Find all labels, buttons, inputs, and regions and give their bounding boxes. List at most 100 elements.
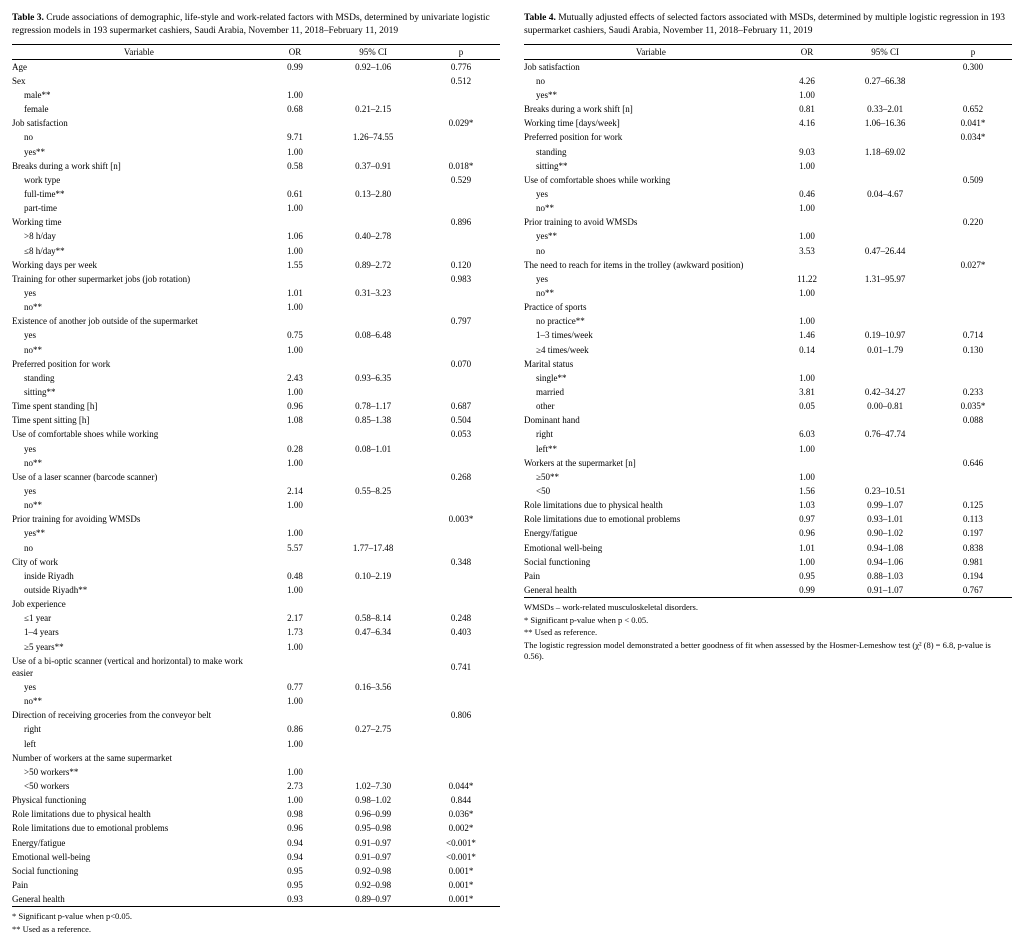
cell-or: 9.71 [266, 130, 325, 144]
footnote: WMSDs – work-related musculoskeletal dis… [524, 602, 1012, 613]
cell-or: 1.01 [778, 541, 837, 555]
cell-ci [836, 442, 934, 456]
cell-p [934, 314, 1012, 328]
cell-p: 0.300 [934, 59, 1012, 74]
cell-or: 1.00 [778, 286, 837, 300]
table-row: standing9.031.18–69.02 [524, 145, 1012, 159]
cell-variable: female [12, 102, 266, 116]
cell-p [422, 145, 500, 159]
cell-p [422, 498, 500, 512]
table-row: Preferred position for work0.070 [12, 357, 500, 371]
footnote: * Significant p-value when p<0.05. [12, 911, 500, 922]
cell-ci [324, 116, 422, 130]
cell-or: 1.46 [778, 328, 837, 342]
table4-footnotes: WMSDs – work-related musculoskeletal dis… [524, 602, 1012, 662]
cell-or: 1.00 [266, 201, 325, 215]
cell-p [422, 201, 500, 215]
cell-ci [324, 708, 422, 722]
cell-ci [324, 694, 422, 708]
cell-or: 2.14 [266, 484, 325, 498]
cell-ci: 0.92–0.98 [324, 878, 422, 892]
table-row: ≥4 times/week0.140.01–1.790.130 [524, 343, 1012, 357]
table-row: Physical functioning1.000.98–1.020.844 [12, 793, 500, 807]
table-row: Energy/fatigue0.940.91–0.97<0.001* [12, 836, 500, 850]
cell-ci: 0.94–1.06 [836, 555, 934, 569]
cell-or [266, 555, 325, 569]
cell-variable: Use of comfortable shoes while working [12, 427, 266, 441]
cell-or: 1.73 [266, 625, 325, 639]
cell-p: 0.529 [422, 173, 500, 187]
table4-caption-text: Mutually adjusted effects of selected fa… [524, 13, 1005, 36]
table4-number: Table 4. [524, 13, 556, 23]
cell-variable: Pain [524, 569, 778, 583]
cell-p: 0.001* [422, 864, 500, 878]
cell-variable: no** [12, 300, 266, 314]
cell-ci [324, 74, 422, 88]
cell-or: 1.00 [266, 694, 325, 708]
cell-ci: 1.31–95.97 [836, 272, 934, 286]
cell-variable: Energy/fatigue [524, 526, 778, 540]
table-row: 1–4 years1.730.47–6.340.403 [12, 625, 500, 639]
cell-p: <0.001* [422, 850, 500, 864]
cell-variable: standing [12, 371, 266, 385]
cell-p: 0.838 [934, 541, 1012, 555]
cell-variable: Energy/fatigue [12, 836, 266, 850]
cell-variable: ≤1 year [12, 611, 266, 625]
cell-variable: 1–4 years [12, 625, 266, 639]
cell-or: 1.00 [266, 526, 325, 540]
cell-variable: Number of workers at the same supermarke… [12, 751, 266, 765]
cell-or: 0.58 [266, 159, 325, 173]
cell-p: 0.041* [934, 116, 1012, 130]
cell-variable: left [12, 737, 266, 751]
cell-p: 0.130 [934, 343, 1012, 357]
cell-p [422, 385, 500, 399]
cell-variable: yes** [12, 526, 266, 540]
cell-ci [836, 173, 934, 187]
cell-variable: yes [12, 286, 266, 300]
cell-variable: Working time [days/week] [524, 116, 778, 130]
table3-footnotes: * Significant p-value when p<0.05.** Use… [12, 911, 500, 935]
table-row: yes11.221.31–95.97 [524, 272, 1012, 286]
cell-variable: Emotional well-being [524, 541, 778, 555]
cell-variable: >8 h/day [12, 229, 266, 243]
cell-or [266, 173, 325, 187]
table-row: inside Riyadh0.480.10–2.19 [12, 569, 500, 583]
table-row: no**1.00 [524, 201, 1012, 215]
cell-or: 1.00 [266, 300, 325, 314]
cell-p: 0.268 [422, 470, 500, 484]
cell-variable: Pain [12, 878, 266, 892]
cell-variable: Preferred position for work [12, 357, 266, 371]
cell-p: 0.767 [934, 583, 1012, 598]
cell-p: 0.036* [422, 807, 500, 821]
cell-ci: 0.91–0.97 [324, 850, 422, 864]
cell-p: 0.125 [934, 498, 1012, 512]
table-row: Existence of another job outside of the … [12, 314, 500, 328]
table-row: yes0.750.08–6.48 [12, 328, 500, 342]
cell-p: <0.001* [422, 836, 500, 850]
cell-p [934, 286, 1012, 300]
cell-ci: 0.92–1.06 [324, 59, 422, 74]
cell-variable: Time spent sitting [h] [12, 413, 266, 427]
cell-ci: 0.89–2.72 [324, 258, 422, 272]
cell-p [934, 470, 1012, 484]
cell-or [266, 470, 325, 484]
cell-ci: 0.21–2.15 [324, 102, 422, 116]
cell-variable: no [12, 541, 266, 555]
table-row: right6.030.76–47.74 [524, 427, 1012, 441]
cell-p [934, 300, 1012, 314]
table-row: 1–3 times/week1.460.19–10.970.714 [524, 328, 1012, 342]
table-row: Working days per week1.550.89–2.720.120 [12, 258, 500, 272]
cell-ci: 0.91–0.97 [324, 836, 422, 850]
cell-p: 0.120 [422, 258, 500, 272]
table-row: >50 workers**1.00 [12, 765, 500, 779]
table-row: Job satisfaction0.029* [12, 116, 500, 130]
cell-p: 0.652 [934, 102, 1012, 116]
table-row: ≥5 years**1.00 [12, 640, 500, 654]
cell-or: 0.95 [266, 864, 325, 878]
cell-variable: Role limitations due to emotional proble… [12, 821, 266, 835]
cell-ci [836, 215, 934, 229]
cell-or [266, 357, 325, 371]
th-ci: 95% CI [836, 44, 934, 59]
table-row: Emotional well-being1.010.94–1.080.838 [524, 541, 1012, 555]
cell-variable: right [524, 427, 778, 441]
